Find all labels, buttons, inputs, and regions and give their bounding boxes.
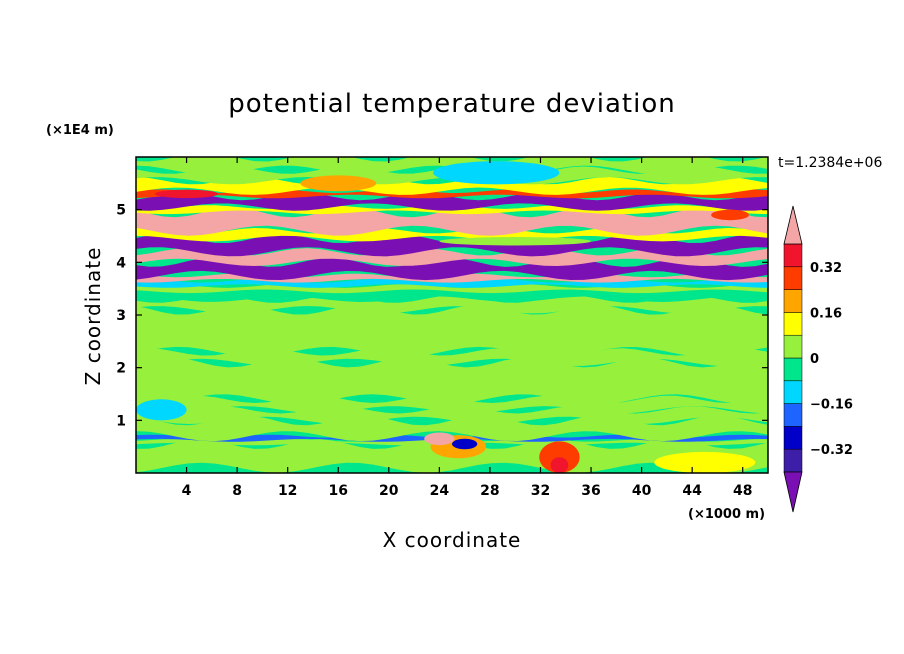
contour-band	[136, 257, 768, 281]
contour-band	[136, 288, 768, 302]
x-axis-label: X coordinate	[383, 528, 522, 552]
colorbar-bin	[783, 380, 803, 404]
colorbar-extend-top	[783, 205, 803, 245]
x-axis-unit: (×1000 m)	[688, 507, 765, 522]
y-tick-label: 5	[116, 203, 126, 219]
contour-band	[136, 234, 768, 257]
contour-band	[136, 415, 768, 442]
chart-title: potential temperature deviation	[228, 89, 675, 119]
contour-features	[136, 161, 756, 473]
colorbar-bin	[783, 289, 803, 313]
contour-band	[136, 177, 768, 195]
y-tick-label: 3	[116, 308, 126, 324]
contour-feature	[154, 189, 219, 199]
plot-area	[136, 157, 768, 473]
contour-feature	[654, 451, 756, 473]
x-tick-label: 20	[379, 483, 399, 499]
y-tick-label: 2	[116, 361, 126, 377]
x-tick-label: 12	[278, 483, 297, 499]
contour-band	[136, 348, 768, 367]
colorbar-extend-bottom	[783, 471, 803, 513]
x-tick-label: 16	[328, 483, 347, 499]
colorbar-tick-label: −0.16	[810, 398, 853, 413]
colorbar-bin	[783, 426, 803, 450]
contour-feature	[136, 399, 187, 421]
contour-band	[136, 406, 768, 424]
colorbar-tick-label: 0.32	[810, 261, 842, 276]
time-label: t=1.2384e+06	[778, 155, 882, 171]
x-tick-label: 32	[531, 483, 550, 499]
contour-band	[136, 248, 768, 266]
contour-band	[136, 207, 768, 236]
x-tick-label: 40	[632, 483, 652, 499]
contour-bands	[136, 157, 768, 473]
x-tick-label: 48	[733, 483, 752, 499]
y-axis-label: Z coordinate	[81, 247, 105, 386]
colorbar-bin	[783, 403, 803, 427]
colorbar-bin	[783, 448, 803, 473]
contour-band	[136, 189, 768, 199]
contour-feature	[711, 209, 750, 221]
x-tick-label: 8	[232, 483, 242, 499]
colorbar-bin	[783, 334, 803, 359]
colorbar-bin	[783, 357, 803, 382]
x-tick-label: 24	[430, 483, 450, 499]
contour-feature	[452, 438, 478, 450]
y-axis-unit: (×1E4 m)	[46, 123, 114, 138]
y-tick-label: 1	[116, 413, 126, 429]
colorbar-tick-label: 0	[810, 352, 819, 367]
y-axis-ticks: 1 2 3 4 5	[116, 203, 768, 429]
x-axis-ticks: 4 8 12 16 20 24 28 32 36 40 44 48	[182, 157, 752, 499]
contour-band	[136, 295, 768, 314]
contour-feature	[300, 175, 377, 192]
x-tick-label: 28	[480, 483, 499, 499]
x-tick-label: 36	[581, 483, 600, 499]
contour-feature	[433, 161, 560, 185]
contour-feature	[424, 432, 455, 446]
x-tick-label: 4	[182, 483, 192, 499]
contour-band	[136, 304, 768, 357]
colorbar: 0.32 0.16 0 −0.16 −0.32	[783, 205, 853, 513]
colorbar-tick-label: −0.32	[810, 443, 853, 458]
colorbar-tick-label: 0.16	[810, 306, 842, 321]
contour-feature	[550, 457, 569, 473]
y-tick-label: 4	[116, 255, 126, 271]
x-tick-label: 44	[682, 483, 702, 499]
contour-feature	[439, 237, 592, 246]
colorbar-bin	[783, 266, 803, 290]
colorbar-bin	[783, 243, 803, 268]
contour-band	[136, 357, 768, 405]
colorbar-bin	[783, 312, 803, 336]
